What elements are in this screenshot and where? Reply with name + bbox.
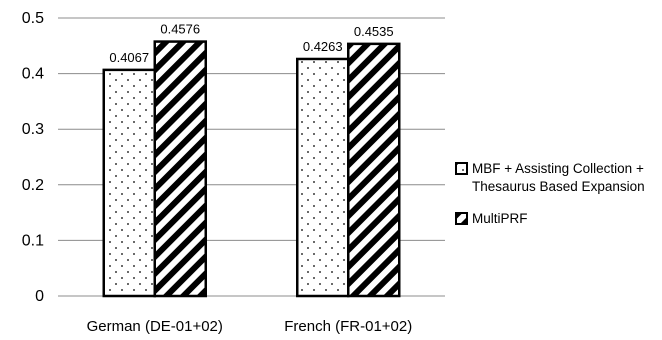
- bar-mbf-1: [296, 57, 350, 298]
- legend-item-multiprf: MultiPRF: [455, 210, 655, 228]
- x-category-label: French (FR-01+02): [284, 318, 412, 335]
- y-tick-label: 0.2: [22, 177, 44, 194]
- y-tick-label: 0.4: [22, 66, 44, 83]
- bar-multiprf-1: [347, 42, 401, 298]
- y-tick-label: 0.5: [22, 10, 44, 27]
- bars: [102, 40, 401, 298]
- data-label: 0.4535: [354, 24, 394, 39]
- data-label: 0.4067: [109, 50, 149, 65]
- x-category-label: German (DE-01+02): [87, 318, 223, 335]
- legend-item-mbf: MBF + Assisting Collection + Thesaurus B…: [455, 160, 655, 196]
- data-label: 0.4263: [303, 39, 343, 54]
- y-tick-label: 0: [35, 288, 44, 305]
- bar-multiprf-0: [153, 40, 207, 298]
- y-axis-ticks: 0 0.1 0.2 0.3 0.4 0.5: [22, 10, 44, 305]
- data-labels: 0.4067 0.4576 0.4263 0.4535: [109, 22, 393, 65]
- legend-label: MBF + Assisting Collection + Thesaurus B…: [472, 161, 645, 194]
- legend: MBF + Assisting Collection + Thesaurus B…: [455, 160, 655, 242]
- data-label: 0.4576: [160, 22, 200, 37]
- legend-swatch-dots: [455, 162, 468, 175]
- legend-label: MultiPRF: [472, 211, 528, 226]
- bar-mbf-0: [102, 68, 156, 298]
- y-tick-label: 0.3: [22, 121, 44, 138]
- x-axis-categories: German (DE-01+02) French (FR-01+02): [87, 318, 413, 335]
- legend-swatch-stripes: [455, 212, 468, 225]
- y-tick-label: 0.1: [22, 232, 44, 249]
